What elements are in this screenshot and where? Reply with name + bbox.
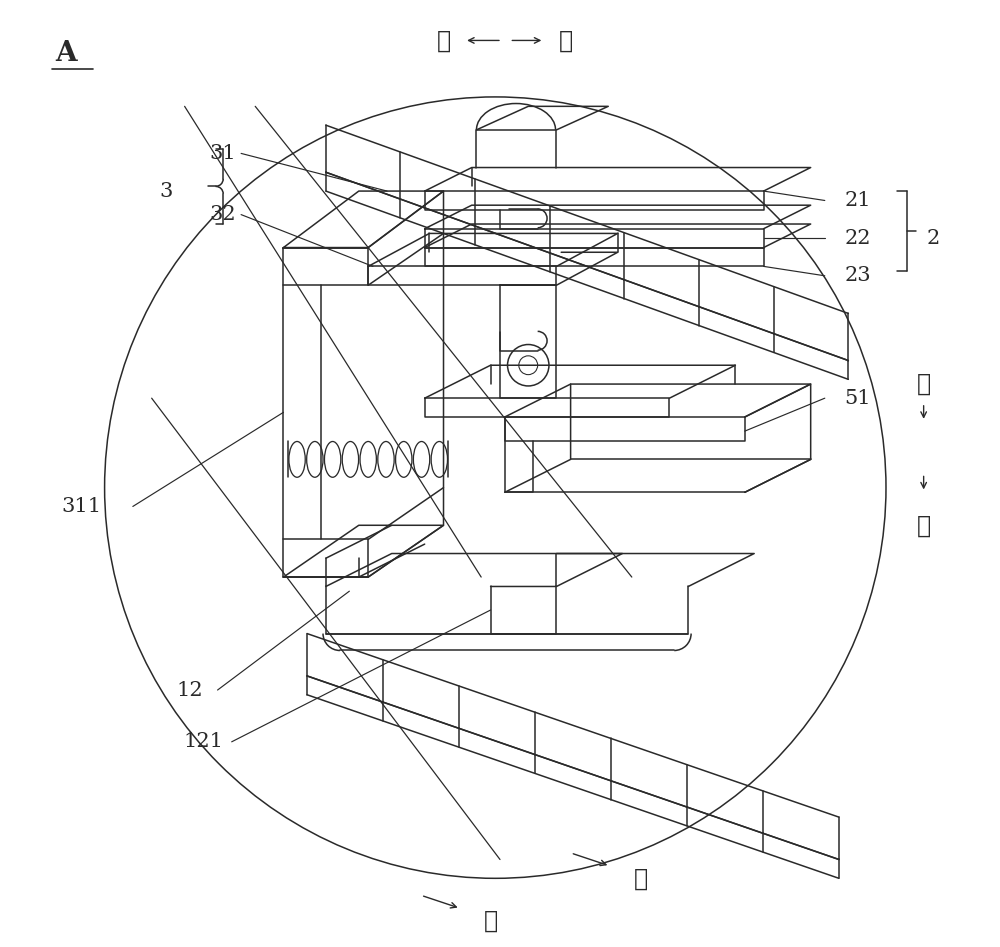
Text: 上: 上 (917, 372, 931, 396)
Text: 前: 前 (436, 28, 451, 52)
Text: 51: 51 (844, 388, 871, 408)
Text: 后: 后 (559, 28, 573, 52)
Text: 23: 23 (844, 266, 871, 285)
Text: 左: 左 (484, 909, 498, 933)
Text: 下: 下 (917, 513, 931, 537)
Text: 2: 2 (926, 228, 940, 247)
Text: 12: 12 (176, 681, 203, 700)
Text: A: A (56, 41, 77, 67)
Text: 31: 31 (209, 144, 236, 163)
Text: 32: 32 (209, 205, 236, 224)
Text: 21: 21 (844, 191, 871, 210)
Text: 22: 22 (844, 228, 871, 247)
Text: 121: 121 (183, 732, 223, 751)
Text: 311: 311 (61, 497, 101, 516)
Text: 右: 右 (634, 867, 648, 890)
Text: 3: 3 (159, 182, 172, 201)
